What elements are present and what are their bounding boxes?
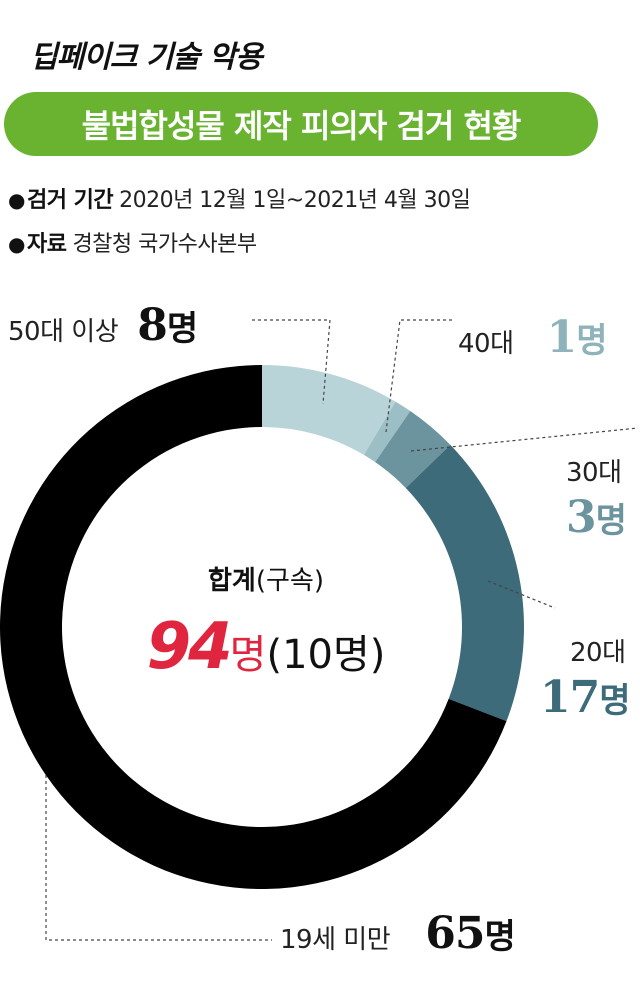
value-30s: 3명 bbox=[566, 492, 627, 543]
period-value: 2020년 12월 1일~2021년 4월 30일 bbox=[119, 188, 471, 213]
category-label: 50대 이상 bbox=[8, 317, 119, 347]
leader-line-20s bbox=[487, 580, 556, 609]
total-title-sub: (구속) bbox=[255, 566, 324, 596]
unit-label: 명 bbox=[166, 309, 199, 349]
category-label: 20대 bbox=[570, 638, 626, 668]
total-unit: 명 bbox=[229, 632, 267, 678]
category-label: 40대 bbox=[458, 329, 514, 359]
main-title-banner: 불법합성물 제작 피의자 검거 현황 bbox=[4, 92, 598, 156]
unit-label: 명 bbox=[484, 917, 516, 957]
bullet-icon: ● bbox=[8, 232, 25, 256]
source-line: ●자료 경찰청 국가수사본부 bbox=[8, 226, 257, 258]
detained-count: (10명) bbox=[266, 632, 386, 678]
category-label: 19세 미만 bbox=[280, 925, 391, 955]
value-label: 3 bbox=[566, 492, 597, 543]
label-under19: 19세 미만 65명 bbox=[280, 908, 516, 959]
value-label: 17 bbox=[540, 672, 600, 723]
main-title: 불법합성물 제작 피의자 검거 현황 bbox=[81, 107, 522, 145]
label-40s: 40대 1명 bbox=[458, 312, 608, 363]
period-line: ●검거 기간 2020년 12월 1일~2021년 4월 30일 bbox=[8, 182, 471, 214]
leader-line-30s bbox=[410, 427, 639, 452]
donut-slice-30s bbox=[375, 410, 451, 488]
leader-line-40s bbox=[385, 319, 452, 433]
value-label: 1 bbox=[546, 312, 578, 363]
value-label: 65 bbox=[425, 908, 485, 959]
leader-line-50plus bbox=[252, 319, 331, 405]
donut-slice-50plus bbox=[262, 365, 396, 455]
donut-slice-40s bbox=[363, 401, 411, 463]
source-label: 자료 bbox=[26, 232, 67, 257]
center-title: 합계(구속) bbox=[150, 560, 382, 597]
total-value: 94 bbox=[146, 610, 233, 684]
unit-label: 명 bbox=[599, 681, 631, 721]
leader-line-under19 bbox=[45, 775, 272, 941]
value-label: 8 bbox=[137, 300, 168, 351]
label-50plus: 50대 이상 8명 bbox=[8, 300, 198, 351]
bullet-icon: ● bbox=[8, 188, 25, 212]
category-label: 30대 bbox=[566, 458, 622, 488]
source-value: 경찰청 국가수사본부 bbox=[72, 232, 257, 257]
unit-label: 명 bbox=[595, 501, 627, 541]
kicker-title: 딥페이크 기술 악용 bbox=[30, 40, 263, 75]
unit-label: 명 bbox=[576, 321, 608, 361]
period-label: 검거 기간 bbox=[26, 188, 114, 213]
label-30s: 30대 bbox=[566, 452, 622, 489]
value-20s: 17명 bbox=[540, 672, 631, 723]
total-title: 합계 bbox=[208, 566, 256, 596]
donut-slice-20s bbox=[405, 444, 524, 722]
center-total: 94명(10명) bbox=[110, 610, 422, 684]
label-20s: 20대 bbox=[570, 632, 626, 669]
value-group: 1명 bbox=[547, 312, 608, 363]
